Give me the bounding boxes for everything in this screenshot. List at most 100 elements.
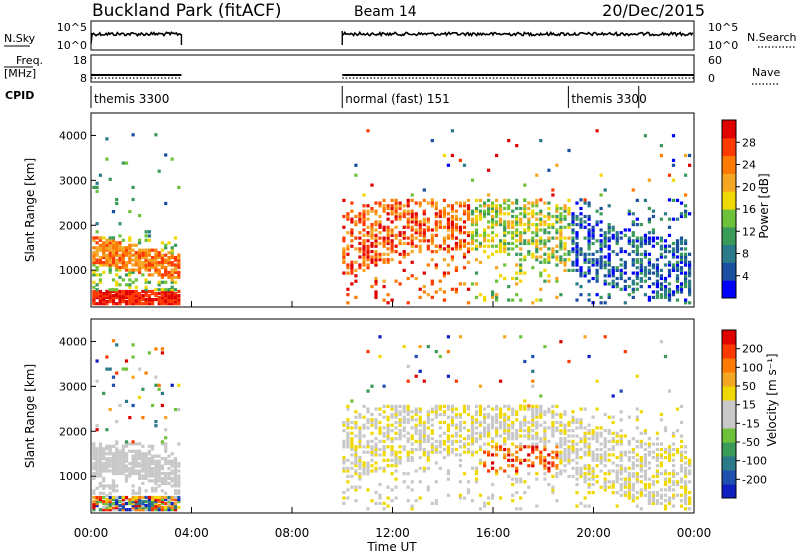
velocity-cell <box>358 434 362 438</box>
power-cell <box>579 274 583 278</box>
power-cell <box>671 268 676 272</box>
velocity-cell <box>374 442 378 446</box>
velocity-cell <box>462 410 467 414</box>
power-cell <box>138 300 142 304</box>
velocity-cell <box>398 412 402 417</box>
velocity-cell <box>418 423 422 427</box>
velocity-cell <box>679 480 684 484</box>
velocity-cell <box>366 420 370 425</box>
velocity-cell <box>446 429 450 433</box>
velocity-cell <box>108 444 112 448</box>
velocity-cell <box>607 458 611 462</box>
velocity-cell <box>398 445 402 449</box>
power-cell <box>643 233 647 237</box>
velocity-cell <box>177 442 181 446</box>
velocity-cell <box>450 415 454 419</box>
velocity-cell <box>144 476 148 480</box>
power-cell <box>684 263 688 267</box>
power-cell <box>422 290 426 294</box>
power-cell <box>599 233 603 237</box>
velocity-cell <box>511 482 515 487</box>
velocity-cell <box>551 420 555 425</box>
velocity-cell <box>559 340 563 344</box>
power-cell <box>102 300 106 304</box>
power-cell <box>639 268 643 272</box>
power-cell <box>141 289 145 294</box>
power-cell <box>639 266 643 270</box>
velocity-cell <box>571 434 575 438</box>
power-cell <box>115 253 119 257</box>
velocity-cell <box>394 412 398 417</box>
freq-label-line2: [MHz] <box>4 67 36 80</box>
power-cell <box>173 288 178 292</box>
power-cell <box>138 258 142 262</box>
power-cell <box>635 266 639 270</box>
power-cell <box>358 214 362 219</box>
power-cell <box>655 241 659 246</box>
velocity-cell <box>454 426 458 430</box>
power-cell <box>358 255 362 259</box>
velocity-cell <box>583 474 587 478</box>
velocity-cell <box>599 434 603 438</box>
power-cell <box>466 250 471 254</box>
velocity-cell <box>115 442 119 446</box>
velocity-cell <box>503 456 507 460</box>
power-cell <box>346 214 350 219</box>
velocity-cell <box>105 508 109 512</box>
velocity-cell <box>635 496 639 500</box>
velocity-cell <box>362 445 366 449</box>
power-cell <box>491 231 495 235</box>
velocity-cell <box>346 404 350 408</box>
power-cell <box>635 223 639 227</box>
velocity-cell <box>374 423 378 427</box>
velocity-cell <box>418 466 422 470</box>
velocity-cell <box>684 474 688 478</box>
velocity-cell <box>131 355 135 359</box>
power-cell <box>539 239 543 243</box>
velocity-cell <box>603 488 607 492</box>
velocity-cell <box>499 447 503 452</box>
velocity-cell <box>160 481 164 485</box>
power-cell <box>115 243 119 247</box>
power-cell <box>160 300 164 304</box>
power-cell <box>559 220 563 224</box>
velocity-cell <box>350 485 354 489</box>
velocity-cell <box>111 504 116 508</box>
velocity-cell <box>511 477 515 481</box>
power-cell <box>587 236 591 240</box>
power-cell <box>118 300 122 304</box>
power-cell <box>563 252 567 256</box>
power-cell <box>599 250 603 254</box>
velocity-cell <box>555 420 559 425</box>
power-cell <box>394 206 398 211</box>
velocity-cell <box>141 506 145 510</box>
power-cell <box>128 238 132 242</box>
y-tick-label-3: 4000 <box>59 129 87 142</box>
velocity-cell <box>446 472 450 476</box>
velocity-cell <box>543 458 547 462</box>
power-cell <box>519 298 523 302</box>
power-cell <box>95 288 99 292</box>
velocity-cell <box>603 464 607 468</box>
velocity-cell <box>346 423 350 427</box>
velocity-cell <box>583 480 587 484</box>
velocity-cell <box>374 418 378 422</box>
velocity-cell <box>531 410 535 414</box>
power-cell <box>599 258 603 262</box>
power-cell <box>679 258 684 262</box>
power-cell <box>147 289 151 294</box>
power-cell <box>547 274 551 278</box>
power-cell <box>567 250 571 254</box>
velocity-cell <box>647 501 651 505</box>
velocity-cell <box>124 502 129 506</box>
power-cell <box>503 250 507 254</box>
velocity-cell <box>507 437 511 441</box>
velocity-cell <box>434 415 438 419</box>
velocity-cell <box>583 335 587 339</box>
power-cell <box>108 298 112 302</box>
power-cell <box>483 209 487 213</box>
velocity-cell <box>627 474 631 478</box>
power-cell <box>523 223 527 227</box>
power-cell <box>567 198 571 202</box>
velocity-cell <box>121 444 125 448</box>
